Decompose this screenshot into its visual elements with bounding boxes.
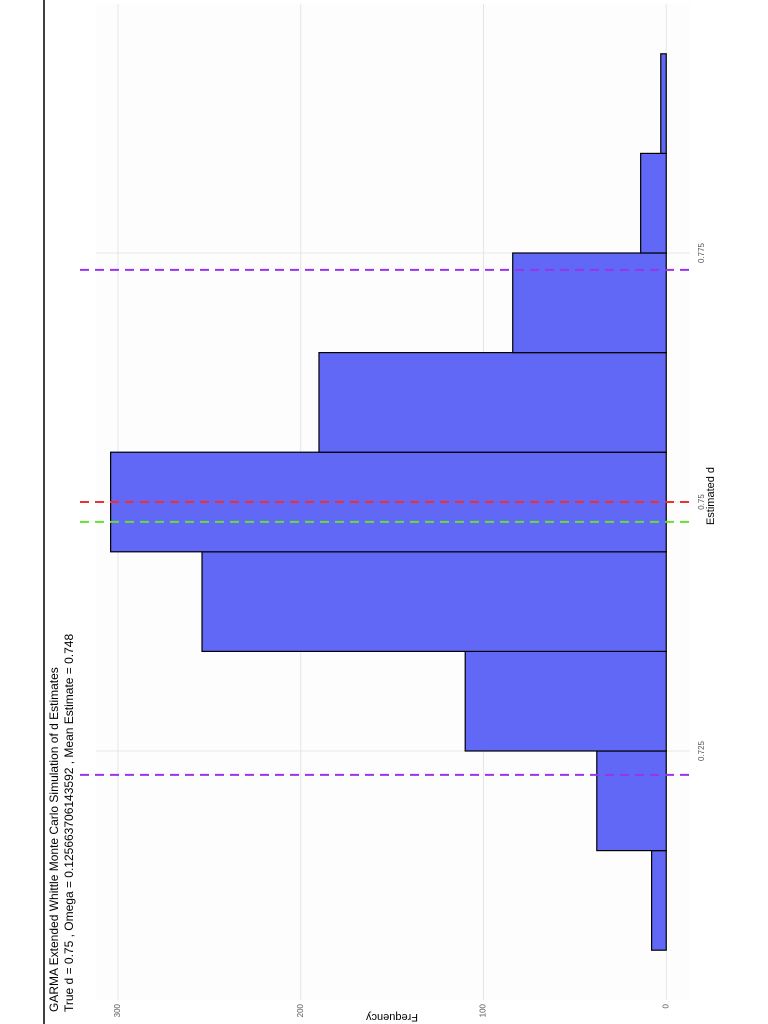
y-axis-title: Frequency	[366, 1011, 418, 1023]
bar	[318, 352, 667, 453]
y-tick-label: 100	[479, 1003, 488, 1017]
y-tick-label: 300	[113, 1003, 122, 1017]
bar	[651, 849, 667, 951]
x-tick-label: 0.725	[697, 740, 706, 761]
y-tick-label: 200	[296, 1003, 305, 1017]
x-tick-label: 0.775	[697, 242, 706, 263]
chart-title: GARMA Extended Whittle Monte Carlo Simul…	[47, 667, 61, 1012]
bar	[201, 551, 667, 652]
x-axis-title: Estimated d	[705, 467, 717, 525]
bar	[512, 252, 667, 354]
chart-subtitle: True d = 0.75 , Omega = 0.12566370614359…	[62, 634, 76, 1012]
bar	[660, 53, 667, 154]
bar	[640, 152, 667, 254]
bar	[596, 750, 667, 852]
y-tick-label: 0	[661, 1003, 670, 1008]
x-tick-label: 0.75	[697, 494, 706, 510]
bar	[464, 650, 667, 752]
